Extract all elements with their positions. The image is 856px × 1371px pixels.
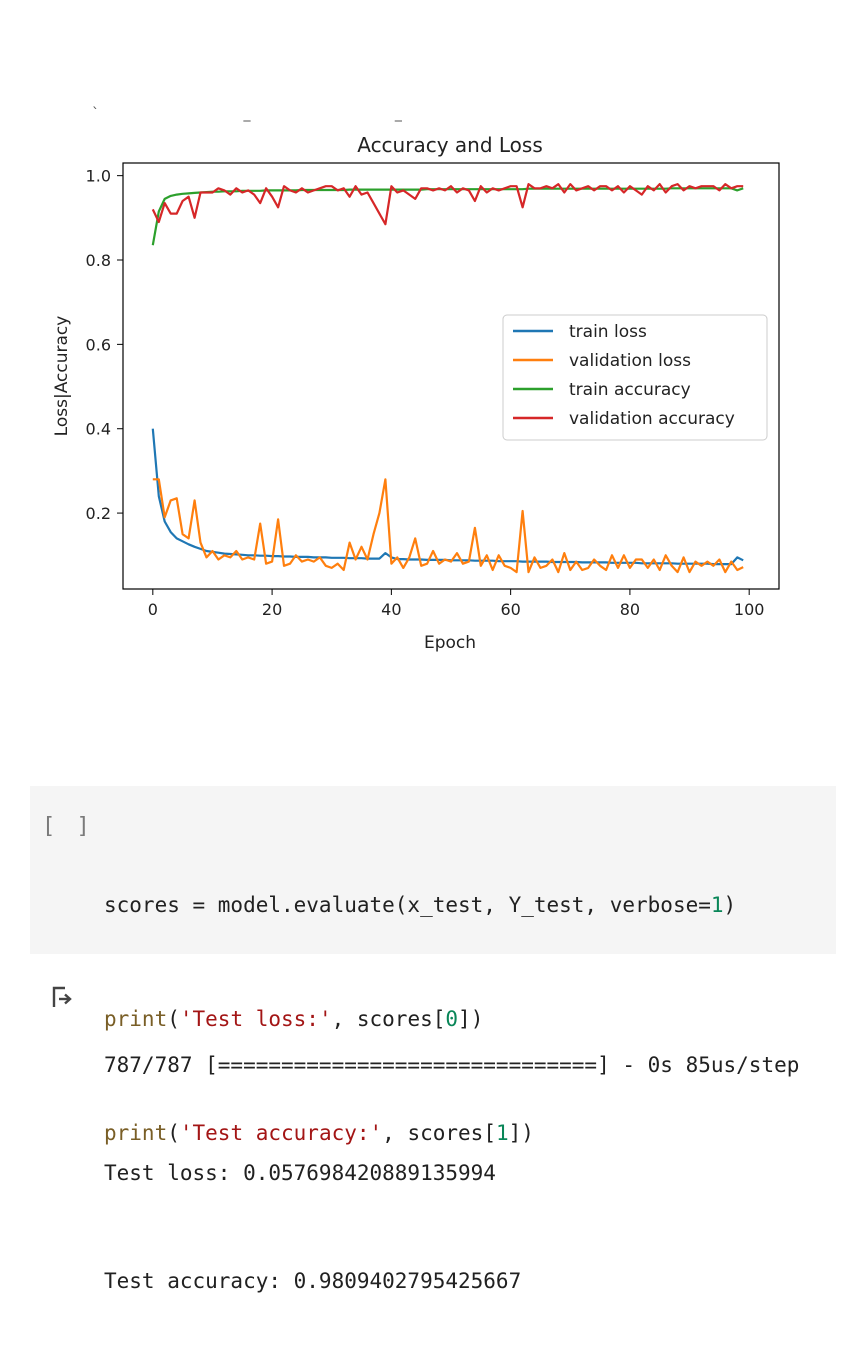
code-text: , scores[: [331, 1007, 446, 1031]
legend-box: [502, 314, 768, 441]
y-tick-label: 1.0: [86, 167, 111, 186]
output-text: 787/787 [==============================]…: [104, 975, 799, 1371]
code-text: (: [167, 1121, 180, 1145]
code-text: , scores[: [382, 1121, 496, 1145]
cell-output: 787/787 [==============================]…: [30, 975, 836, 1293]
code-string: 'Test loss:': [179, 1007, 332, 1031]
x-tick-label: 40: [381, 600, 401, 619]
output-redirect-icon[interactable]: [50, 985, 74, 1009]
series-line-validation-loss: [152, 478, 744, 574]
series-line-validation-accuracy: [151, 182, 744, 226]
plot-frame: [122, 162, 780, 590]
previous-output-fragment: ` _ _: [92, 106, 472, 122]
code-number: 1: [710, 893, 724, 917]
chart-title: Accuracy and Loss: [357, 133, 543, 157]
y-tick-label: 0.4: [86, 420, 111, 439]
code-line-1: scores = model.evaluate(x_test, Y_test, …: [104, 886, 736, 924]
code-text: ]): [458, 1007, 484, 1031]
code-number: 0: [445, 1007, 459, 1031]
test-loss-line: Test loss: 0.057698420889135994: [104, 1161, 496, 1185]
code-function: print: [104, 1007, 168, 1031]
legend-label: validation accuracy: [569, 409, 735, 429]
y-axis-label: Loss|Accuracy: [52, 316, 72, 437]
x-tick-label: 60: [500, 600, 520, 619]
x-tick-label: 100: [734, 600, 765, 619]
y-axis-ticks: 0.2 0.4 0.6 0.8 1.0: [86, 167, 123, 523]
chart-legend: train loss validation loss train accuracy v…: [502, 314, 768, 441]
code-text: (: [167, 1007, 180, 1031]
code-editor[interactable]: scores = model.evaluate(x_test, Y_test, …: [104, 810, 736, 1228]
code-line-2: print('Test loss:', scores[0]): [104, 1000, 736, 1038]
plot-content: [151, 182, 744, 574]
accuracy-loss-chart: ` _ _ Accuracy and Loss 0 20 40 60 80 100 0.2…: [52, 106, 780, 653]
y-tick-label: 0.2: [86, 504, 111, 523]
series-line-train-loss: [151, 428, 744, 566]
code-text: ]): [508, 1121, 534, 1145]
x-axis-label: Epoch: [424, 633, 476, 653]
x-tick-label: 20: [262, 600, 282, 619]
code-line-3: print('Test accuracy:', scores[1]): [104, 1114, 736, 1152]
code-number: 1: [495, 1121, 509, 1145]
run-cell-button[interactable]: [ ]: [42, 814, 94, 839]
legend-label: train accuracy: [569, 380, 691, 400]
x-axis-ticks: 0 20 40 60 80 100: [148, 589, 765, 619]
code-text: ): [723, 893, 737, 917]
progress-line: 787/787 [==============================]…: [104, 1053, 800, 1077]
legend-label: train loss: [569, 322, 647, 342]
code-text: scores = model.evaluate(x_test, Y_test, …: [104, 893, 711, 917]
x-tick-label: 80: [620, 600, 640, 619]
y-tick-label: 0.6: [86, 335, 111, 354]
series-line-train-accuracy: [151, 187, 744, 246]
test-accuracy-line: Test accuracy: 0.9809402795425667: [104, 1269, 522, 1293]
code-string: 'Test accuracy:': [179, 1121, 383, 1145]
y-tick-label: 0.8: [86, 251, 111, 270]
code-function: print: [104, 1121, 168, 1145]
legend-label: validation loss: [569, 351, 691, 371]
code-cell[interactable]: [ ] scores = model.evaluate(x_test, Y_te…: [30, 786, 836, 1145]
x-tick-label: 0: [148, 600, 158, 619]
